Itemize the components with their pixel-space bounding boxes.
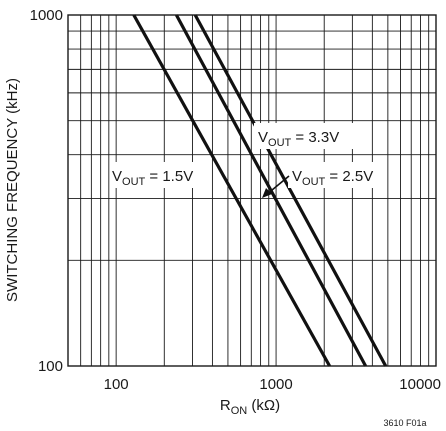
x-axis-title-unit: (kΩ)	[247, 397, 280, 414]
series-label-vout-3p3: VOUT = 3.3V	[258, 129, 339, 149]
x-axis-title-main: R	[220, 397, 231, 414]
y-tick-label: 100	[38, 358, 63, 375]
plot-frame	[67, 14, 437, 367]
x-tick-labels: 100 1000 10000	[104, 376, 441, 393]
label-bg-1p5	[110, 162, 210, 188]
x-axis-title: RON (kΩ)	[220, 397, 280, 417]
grid	[68, 15, 436, 366]
series-label-vout-1p5: VOUT = 1.5V	[112, 168, 193, 188]
y-tick-labels: 100 1000	[30, 7, 63, 375]
y-axis-title: SWITCHING FREQUENCY (kHz)	[4, 78, 21, 302]
y-tick-label: 1000	[30, 7, 63, 24]
figure-id: 3610 F01a	[383, 418, 426, 428]
arrow-line	[265, 175, 290, 196]
series-line-3	[193, 14, 388, 367]
label-bg-3p3	[254, 123, 358, 149]
series-label-vout-2p5: VOUT = 2.5V	[292, 168, 373, 188]
x-tick-label: 100	[104, 376, 129, 393]
x-tick-label: 1000	[259, 376, 292, 393]
x-axis-title-subscript: ON	[231, 405, 248, 417]
label-bg-2p5	[288, 162, 386, 188]
series-lines	[132, 14, 388, 367]
x-tick-label: 10000	[399, 376, 441, 393]
series-line-1	[132, 14, 331, 367]
arrow-head-icon	[262, 188, 272, 198]
